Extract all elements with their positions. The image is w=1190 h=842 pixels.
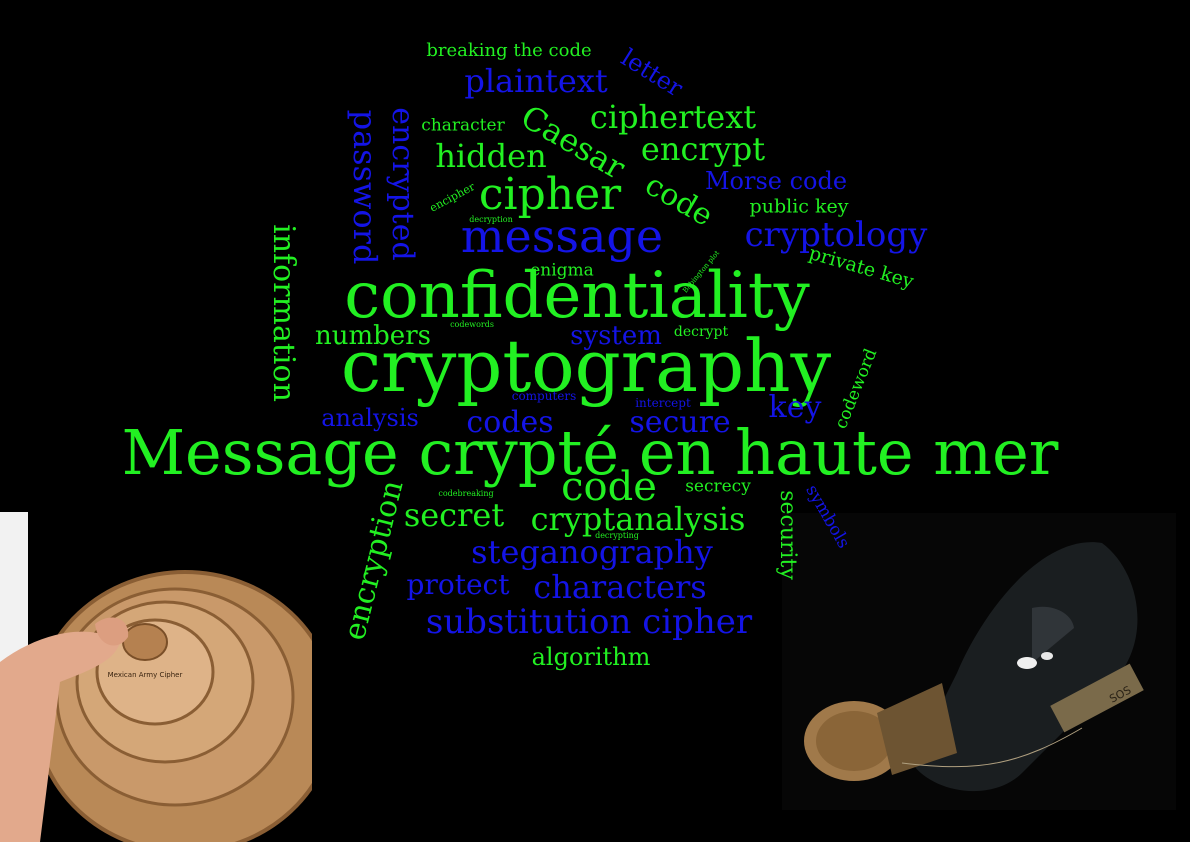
- word-cipher: cipher: [478, 169, 622, 220]
- word-protect: protect: [406, 568, 510, 601]
- word-key: key: [768, 390, 822, 425]
- word-cryptology: cryptology: [744, 215, 928, 255]
- word-encrypt: encrypt: [640, 130, 766, 168]
- word-character: character: [421, 115, 505, 136]
- word-substitution-cipher: substitution cipher: [425, 602, 753, 642]
- word-password: password: [346, 109, 384, 265]
- word-intercept: intercept: [635, 396, 691, 410]
- word-steganography: steganography: [471, 533, 713, 571]
- word-computers: computers: [511, 389, 577, 403]
- word-codebreaking: codebreaking: [438, 489, 494, 498]
- word-decrypt: decrypt: [673, 324, 729, 340]
- word-hidden: hidden: [435, 137, 547, 175]
- word-decryption: decryption: [469, 215, 513, 224]
- word-code-main: code: [561, 464, 657, 510]
- cipher-wheel-caption: Mexican Army Cipher: [108, 671, 183, 679]
- word-decrypting: decrypting: [595, 531, 639, 540]
- word-confidentiality: confidentiality: [344, 259, 810, 333]
- message-bottle-photo: SOS: [782, 513, 1176, 810]
- word-cryptography: cryptography: [340, 324, 832, 408]
- word-analysis: analysis: [321, 404, 419, 432]
- word-ciphertext: ciphertext: [589, 98, 757, 136]
- word-letter: letter: [616, 43, 688, 103]
- word-secrecy: secrecy: [685, 476, 751, 497]
- word-encryption: encryption: [337, 476, 411, 644]
- word-encrypted: encrypted: [385, 107, 420, 261]
- word-cryptanalysis: cryptanalysis: [530, 500, 746, 538]
- word-security: security: [775, 490, 800, 580]
- word-system: system: [570, 321, 662, 351]
- word-breaking-the-code: breaking the code: [426, 40, 592, 61]
- word-public-key: public key: [749, 195, 849, 218]
- word-characters: characters: [533, 568, 707, 606]
- headline: Message crypté en haute mer: [121, 416, 1059, 489]
- word-message: message: [460, 209, 664, 263]
- cipher-wheel-photo: Mexican Army Cipher: [0, 512, 312, 842]
- word-morse-code: Morse code: [704, 167, 848, 195]
- word-numbers: numbers: [315, 321, 431, 351]
- word-secure: secure: [629, 405, 731, 440]
- word-plaintext: plaintext: [464, 62, 608, 100]
- word-codes: codes: [466, 405, 554, 440]
- word-algorithm: algorithm: [531, 643, 651, 671]
- word-codewords: codewords: [450, 320, 494, 329]
- word-information: information: [266, 224, 301, 402]
- word-secret: secret: [403, 496, 505, 534]
- word-enigma: enigma: [530, 260, 594, 281]
